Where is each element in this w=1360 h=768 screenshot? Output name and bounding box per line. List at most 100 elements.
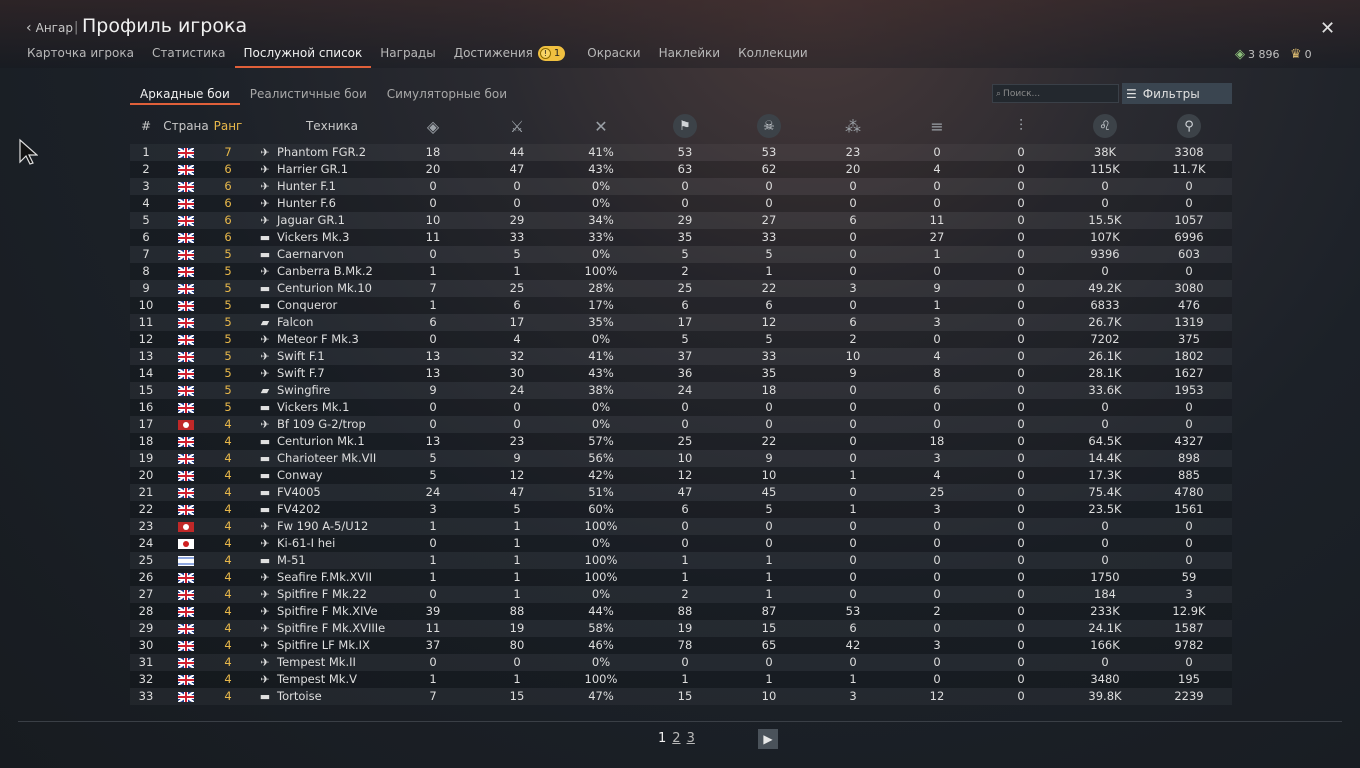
table-row[interactable]: 16 5 ▬ Vickers Mk.1 0 0 0% 0 0 0 0 0 0 0 xyxy=(130,399,1232,416)
table-row[interactable]: 2 6 ✈ Harrier GR.1 20 47 43% 63 62 20 4 0 115K 11.7K xyxy=(130,161,1232,178)
close-icon[interactable]: ✕ xyxy=(1320,18,1336,39)
table-row[interactable]: 18 4 ▬ Centurion Mk.1 13 23 57% 25 22 0 18 0 64.5K 43… xyxy=(130,433,1232,450)
table-row[interactable]: 30 4 ✈ Spitfire LF Mk.IX 37 80 46% 78 65 42 3 0 166K… xyxy=(130,637,1232,654)
header-deaths[interactable]: ☠ xyxy=(727,108,811,144)
vehicle-label: Canberra B.Mk.2 xyxy=(277,264,373,278)
stat-value: 44 xyxy=(509,145,525,159)
tab-service-record[interactable]: Послужной список xyxy=(234,44,372,68)
header-win-rate[interactable]: ✕ xyxy=(559,108,643,144)
stat-value: 0 xyxy=(1101,179,1109,193)
tab-awards[interactable]: Награды xyxy=(371,44,444,68)
tab-collections[interactable]: Коллекции xyxy=(729,44,817,68)
stat-value: 33 xyxy=(761,349,777,363)
table-row[interactable]: 10 5 ▬ Conqueror 1 6 17% 6 6 0 1 0 6833 476 xyxy=(130,297,1232,314)
tab-statistics[interactable]: Статистика xyxy=(143,44,235,68)
table-row[interactable]: 31 4 ✈ Tempest Mk.II 0 0 0% 0 0 0 0 0 0 0 xyxy=(130,654,1232,671)
page-1[interactable]: 1 xyxy=(658,731,667,746)
header-naval-kills[interactable]: ⫶ xyxy=(979,108,1063,144)
table-row[interactable]: 11 5 ▰ Falcon 6 17 35% 17 12 6 3 0 26.7K 1319 xyxy=(130,314,1232,331)
stat-value: 0% xyxy=(591,247,611,261)
vehicle-name: ▬ Conway xyxy=(258,467,394,484)
table-row[interactable]: 19 4 ▬ Charioteer Mk.VII 5 9 56% 10 9 0 3 0 14.4K 898 xyxy=(130,450,1232,467)
next-page-button[interactable]: ▶ xyxy=(758,729,778,749)
stat-value: 43% xyxy=(588,366,614,380)
table-row[interactable]: 3 6 ✈ Hunter F.1 0 0 0% 0 0 0 0 0 0 0 xyxy=(130,178,1232,195)
stat-value: 6 xyxy=(933,383,941,397)
row-number: 5 xyxy=(142,213,150,227)
vehicle-name: ✈ Spitfire F Mk.XIVe xyxy=(258,603,394,620)
stat-value: 0 xyxy=(429,536,437,550)
stat-value: 0 xyxy=(1017,230,1025,244)
tab-simulator-battles[interactable]: Симуляторные бои xyxy=(377,84,517,105)
stat-value: 49.2K xyxy=(1088,281,1122,295)
stat-value: 0 xyxy=(429,247,437,261)
jet-icon: ✈ xyxy=(260,367,270,380)
stat-value: 24.1K xyxy=(1088,621,1122,635)
stat-value: 898 xyxy=(1178,451,1200,465)
table-row[interactable]: 5 6 ✈ Jaguar GR.1 10 29 34% 29 27 6 11 0 15.5K 1057 xyxy=(130,212,1232,229)
table-row[interactable]: 13 5 ✈ Swift F.1 13 32 41% 37 33 10 4 0 26.1K 1802 xyxy=(130,348,1232,365)
stat-value: 1587 xyxy=(1174,621,1204,635)
win-rate-icon: ✕ xyxy=(594,116,608,136)
row-number: 7 xyxy=(142,247,150,261)
header-battles[interactable]: ◈ xyxy=(391,108,475,144)
header-country[interactable]: Страна xyxy=(163,119,209,133)
tab-realistic-battles[interactable]: Реалистичные бои xyxy=(240,84,377,105)
header-research-points[interactable]: ⚲ xyxy=(1147,108,1231,144)
stat-value: 12 xyxy=(677,468,693,482)
filters-button[interactable]: ☰ Фильтры xyxy=(1122,83,1232,104)
tank-icon: ▬ xyxy=(259,435,271,448)
page-3[interactable]: 3 xyxy=(686,731,695,746)
header-number[interactable]: # xyxy=(140,119,152,133)
table-row[interactable]: 26 4 ✈ Seafire F.Mk.XVII 1 1 100% 1 1 0 0 0 1750 59 xyxy=(130,569,1232,586)
table-row[interactable]: 27 4 ✈ Spitfire F Mk.22 0 1 0% 2 1 0 0 0 184 3 xyxy=(130,586,1232,603)
stat-value: 2 xyxy=(681,587,689,601)
table-row[interactable]: 33 4 ▬ Tortoise 7 15 47% 15 10 3 12 0 39.8K 2239 xyxy=(130,688,1232,705)
stat-value: 0 xyxy=(429,400,437,414)
header-vehicle[interactable]: Техника xyxy=(305,119,359,133)
header-victories[interactable]: ⚔ xyxy=(475,108,559,144)
table-row[interactable]: 1 7 ✈ Phantom FGR.2 18 44 41% 53 53 23 0 0 38K 3308 xyxy=(130,144,1232,161)
stat-value: 0 xyxy=(1017,451,1025,465)
header-silver-lions[interactable]: ♌ xyxy=(1063,108,1147,144)
table-row[interactable]: 23 4 ✈ Fw 190 A-5/U12 1 1 100% 0 0 0 0 0 0 0 xyxy=(130,518,1232,535)
table-row[interactable]: 20 4 ▬ Conway 5 12 42% 12 10 1 4 0 17.3K 885 xyxy=(130,467,1232,484)
table-row[interactable]: 12 5 ✈ Meteor F Mk.3 0 4 0% 5 5 2 0 0 7202 375 xyxy=(130,331,1232,348)
stat-value: 0 xyxy=(765,536,773,550)
table-row[interactable]: 9 5 ▬ Centurion Mk.10 7 25 28% 25 22 3 9 0 49.2K 3080 xyxy=(130,280,1232,297)
table-row[interactable]: 6 6 ▬ Vickers Mk.3 11 33 33% 35 33 0 27 0 107K 6996 xyxy=(130,229,1232,246)
tab-decals[interactable]: Наклейки xyxy=(650,44,730,68)
table-row[interactable]: 17 4 ✈ Bf 109 G-2/trop 0 0 0% 0 0 0 0 0 0 0 xyxy=(130,416,1232,433)
table-row[interactable]: 22 4 ▬ FV4202 3 5 60% 6 5 1 3 0 23.5K 1561 xyxy=(130,501,1232,518)
table-row[interactable]: 8 5 ✈ Canberra B.Mk.2 1 1 100% 2 1 0 0 0 0 0 xyxy=(130,263,1232,280)
header-respawns[interactable]: ⚑ xyxy=(643,108,727,144)
rank-value: 4 xyxy=(224,485,232,499)
table-row[interactable]: 15 5 ▰ Swingfire 9 24 38% 24 18 0 6 0 33.6K 1953 xyxy=(130,382,1232,399)
tab-arcade-battles[interactable]: Аркадные бои xyxy=(130,84,240,105)
tab-player-card[interactable]: Карточка игрока xyxy=(18,44,143,68)
header-rank[interactable]: Ранг xyxy=(213,119,243,133)
table-row[interactable]: 4 6 ✈ Hunter F.6 0 0 0% 0 0 0 0 0 0 0 xyxy=(130,195,1232,212)
stat-value: 0 xyxy=(429,332,437,346)
table-row[interactable]: 28 4 ✈ Spitfire F Mk.XIVe 39 88 44% 88 87 53 2 0 233… xyxy=(130,603,1232,620)
header-air-kills[interactable]: ⁂ xyxy=(811,108,895,144)
table-row[interactable]: 21 4 ▬ FV4005 24 47 51% 47 45 0 25 0 75.4K 4780 xyxy=(130,484,1232,501)
table-row[interactable]: 25 4 ▬ M-51 1 1 100% 1 1 0 0 0 0 0 xyxy=(130,552,1232,569)
table-row[interactable]: 32 4 ✈ Tempest Mk.V 1 1 100% 1 1 1 0 0 3480 195 xyxy=(130,671,1232,688)
stat-value: 27 xyxy=(929,230,945,244)
table-row[interactable]: 7 5 ▬ Caernarvon 0 5 0% 5 5 0 1 0 9396 603 xyxy=(130,246,1232,263)
air-kills-icon: ⁂ xyxy=(845,116,861,136)
page-2[interactable]: 2 xyxy=(672,731,681,746)
table-row[interactable]: 29 4 ✈ Spitfire F Mk.XVIIIe 11 19 58% 19 15 6 0 0 24… xyxy=(130,620,1232,637)
stat-value: 3308 xyxy=(1174,145,1204,159)
table-row[interactable]: 14 5 ✈ Swift F.7 13 30 43% 36 35 9 8 0 28.1K 1627 xyxy=(130,365,1232,382)
tank-icon: ▬ xyxy=(259,231,271,244)
back-button[interactable]: ‹ Ангар xyxy=(26,20,73,36)
header-ground-kills[interactable]: ≡ xyxy=(895,108,979,144)
stat-value: 0 xyxy=(1185,179,1193,193)
stat-value: 3 xyxy=(849,281,857,295)
tab-achievements[interactable]: Достижения ! 1 xyxy=(445,44,575,68)
tab-skins[interactable]: Окраски xyxy=(578,44,649,68)
table-row[interactable]: 24 4 ✈ Ki-61-I hei 0 1 0% 0 0 0 0 0 0 0 xyxy=(130,535,1232,552)
search-input[interactable]: ⌕ Поиск... xyxy=(992,84,1119,103)
